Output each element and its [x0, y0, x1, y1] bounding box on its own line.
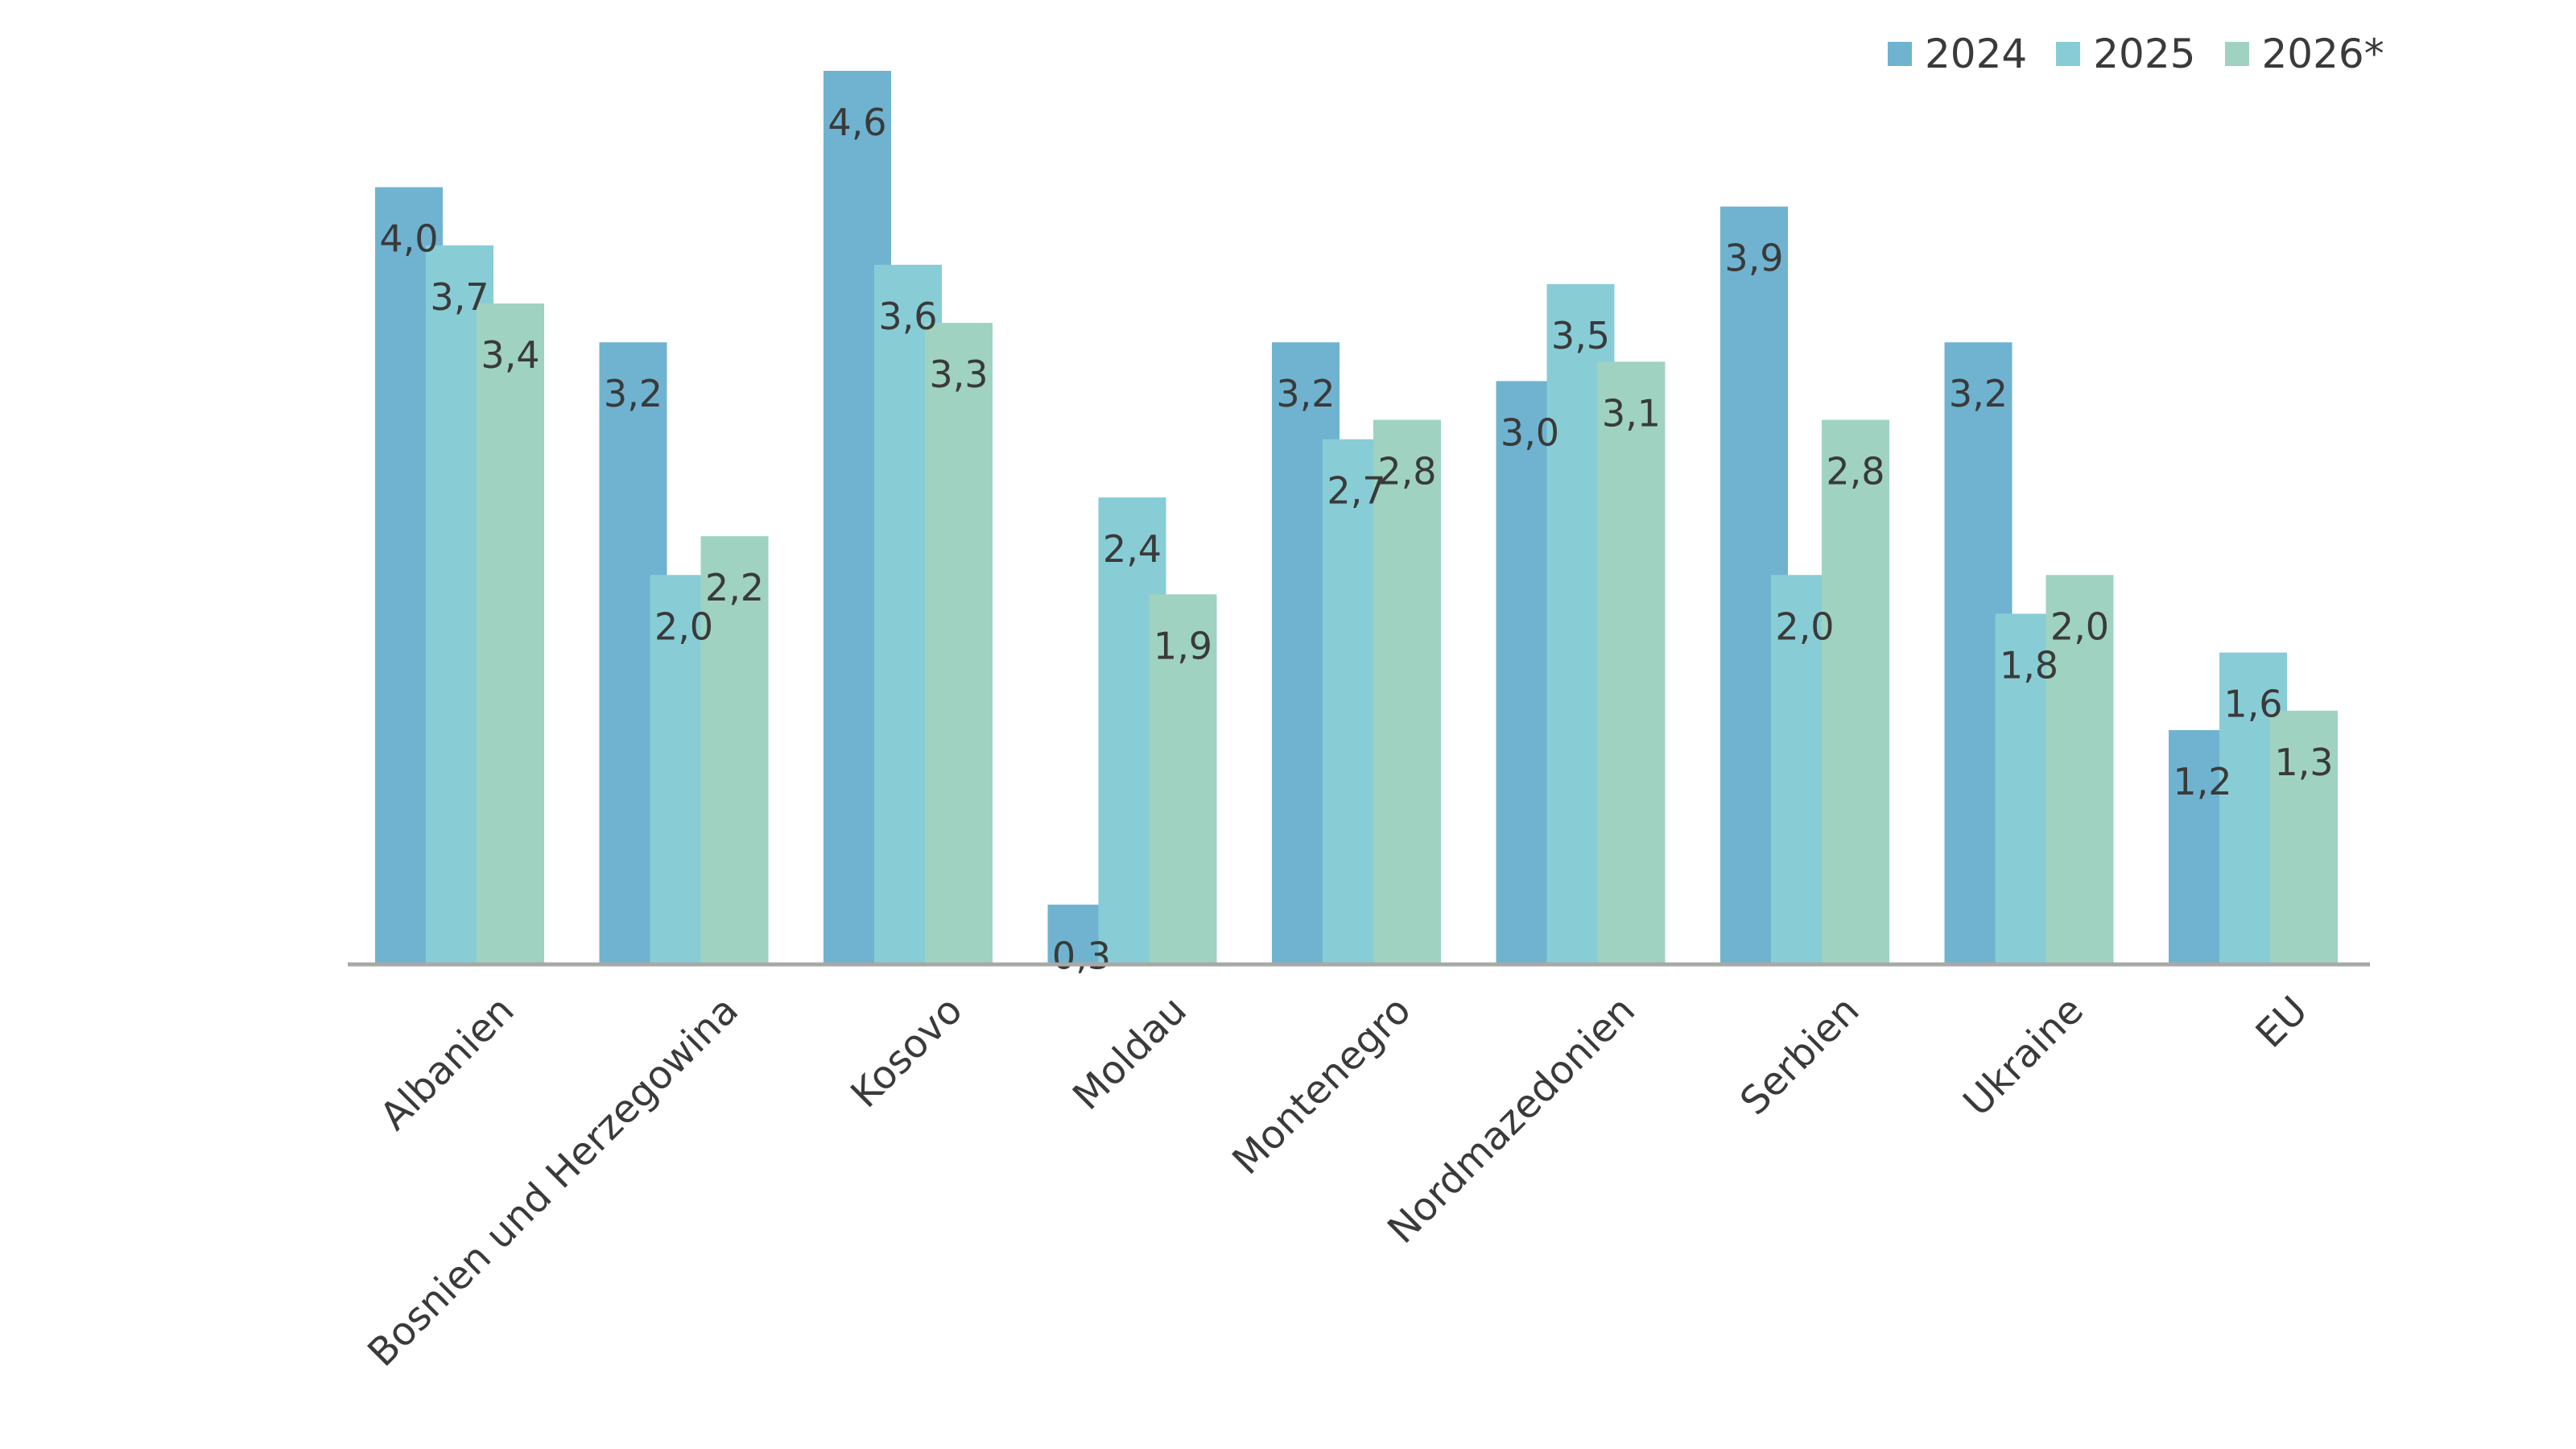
value-label-2024-5: 3,0: [1501, 411, 1559, 454]
value-label-2025-6: 2,0: [1775, 605, 1834, 648]
category-label-8: EU: [2248, 988, 2317, 1057]
value-label-2026-1: 2,2: [705, 566, 764, 609]
value-label-2024-6: 3,9: [1724, 237, 1783, 280]
category-label-2: Kosovo: [842, 988, 971, 1117]
bar-2026-3: [1149, 594, 1217, 963]
value-label-2025-4: 2,7: [1327, 469, 1385, 513]
legend-swatch-2025: [2056, 42, 2081, 66]
value-label-2026-5: 3,1: [1602, 391, 1661, 435]
value-label-2026-3: 1,9: [1154, 624, 1212, 667]
legend: 2024 2025 2026*: [1888, 31, 2413, 77]
value-label-2025-8: 1,6: [2223, 683, 2282, 726]
value-label-2026-4: 2,8: [1377, 450, 1436, 493]
legend-label-2024: 2024: [1925, 31, 2028, 77]
legend-swatch-2026: [2224, 42, 2249, 66]
legend-label-2026: 2026*: [2261, 31, 2384, 77]
bar-2026-8: [2270, 710, 2338, 963]
bar-2026-6: [1822, 419, 1889, 963]
bar-2026-1: [700, 536, 769, 963]
legend-item-2025: 2025: [2056, 31, 2196, 77]
category-label-4: Montenegro: [1224, 988, 1419, 1183]
category-label-6: Serbien: [1732, 988, 1868, 1124]
value-label-2026-2: 3,3: [929, 353, 988, 396]
value-label-2026-7: 2,0: [2050, 605, 2109, 648]
legend-item-2026: 2026*: [2224, 31, 2384, 77]
value-label-2026-0: 3,4: [481, 333, 539, 377]
value-label-2025-5: 3,5: [1551, 314, 1610, 357]
value-label-2025-1: 2,0: [654, 605, 713, 648]
legend-swatch-2024: [1888, 42, 1912, 66]
category-label-5: Nordmazedonien: [1379, 988, 1644, 1253]
value-label-2024-3: 0,3: [1052, 935, 1111, 978]
value-label-2025-7: 1,8: [2000, 643, 2058, 687]
bar-2026-2: [925, 323, 993, 963]
bar-2026-5: [1597, 361, 1666, 964]
category-label-3: Moldau: [1064, 988, 1195, 1119]
value-label-2026-6: 2,8: [1826, 450, 1885, 493]
legend-label-2025: 2025: [2093, 31, 2196, 77]
value-label-2025-2: 3,6: [878, 295, 937, 338]
value-label-2024-7: 3,2: [1949, 372, 2008, 415]
legend-item-2024: 2024: [1888, 31, 2027, 77]
category-label-7: Ukraine: [1955, 988, 2092, 1125]
value-label-2025-3: 2,4: [1103, 527, 1162, 571]
bar-2026-0: [477, 303, 544, 964]
bar-2026-4: [1373, 419, 1441, 963]
value-label-2024-2: 4,6: [828, 101, 886, 144]
value-label-2024-1: 3,2: [604, 372, 663, 415]
value-label-2024-8: 1,2: [2173, 760, 2231, 803]
category-label-1: Bosnien und Herzegowina: [359, 988, 747, 1376]
value-label-2025-0: 3,7: [430, 275, 489, 319]
category-label-0: Albanien: [372, 988, 523, 1139]
value-label-2024-0: 4,0: [379, 217, 438, 261]
bar-2026-7: [2046, 575, 2114, 963]
value-label-2024-4: 3,2: [1276, 372, 1335, 415]
value-label-2026-8: 1,3: [2274, 741, 2333, 784]
